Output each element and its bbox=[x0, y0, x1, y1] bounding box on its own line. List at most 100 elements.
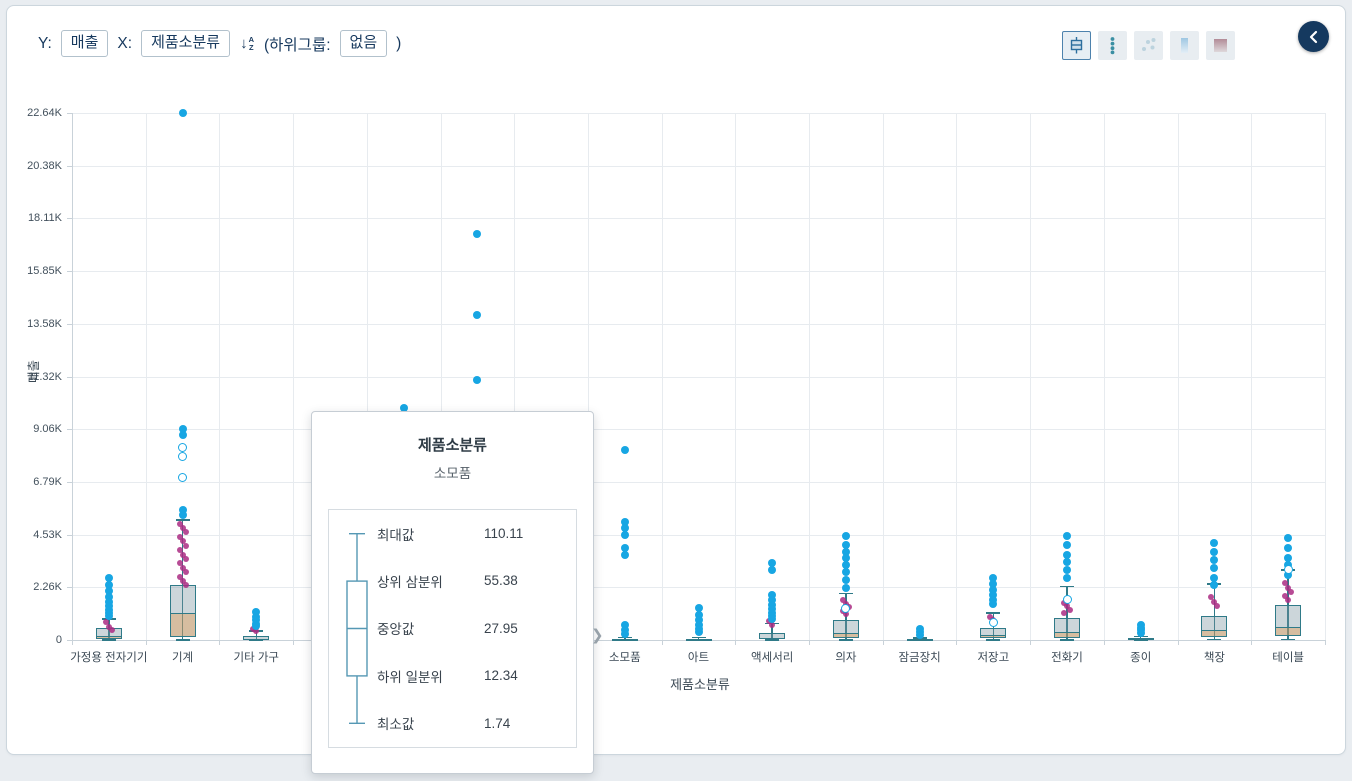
outlier-dot-hollow[interactable] bbox=[1062, 595, 1072, 605]
box-whisker[interactable] bbox=[255, 631, 257, 640]
outlier-dot[interactable] bbox=[620, 531, 629, 540]
charttype-scatter-button[interactable] bbox=[1134, 31, 1163, 60]
box-whisker[interactable] bbox=[697, 637, 700, 640]
outlier-dot-magenta[interactable] bbox=[102, 619, 109, 626]
outlier-dot[interactable] bbox=[178, 511, 187, 520]
outlier-dot[interactable] bbox=[104, 592, 113, 601]
box[interactable] bbox=[832, 620, 859, 638]
outlier-dot[interactable] bbox=[989, 595, 998, 604]
outlier-dot[interactable] bbox=[104, 587, 113, 596]
outlier-dot-magenta[interactable] bbox=[253, 627, 260, 634]
outlier-dot[interactable] bbox=[178, 109, 187, 117]
outlier-dot[interactable] bbox=[104, 597, 113, 606]
outlier-dot[interactable] bbox=[841, 575, 850, 584]
outlier-dot[interactable] bbox=[1284, 534, 1293, 543]
outlier-dot[interactable] bbox=[915, 631, 924, 640]
x-field-selector[interactable]: 제품소분류 bbox=[141, 30, 231, 57]
box[interactable] bbox=[685, 638, 712, 641]
outlier-dot-magenta[interactable] bbox=[176, 560, 183, 567]
outlier-dot[interactable] bbox=[694, 628, 703, 637]
outlier-dot-magenta[interactable] bbox=[1214, 602, 1221, 609]
outlier-dot[interactable] bbox=[1284, 554, 1293, 563]
outlier-dot[interactable] bbox=[399, 404, 408, 413]
outlier-dot-magenta[interactable] bbox=[1285, 584, 1292, 591]
outlier-dot[interactable] bbox=[178, 424, 187, 433]
outlier-dot[interactable] bbox=[1063, 565, 1072, 574]
outlier-dot[interactable] bbox=[768, 595, 777, 604]
outlier-dot[interactable] bbox=[989, 600, 998, 609]
box-whisker[interactable] bbox=[1213, 584, 1216, 640]
outlier-dot[interactable] bbox=[768, 591, 777, 600]
box[interactable] bbox=[611, 638, 638, 641]
outlier-dot[interactable] bbox=[1210, 538, 1219, 547]
outlier-dot[interactable] bbox=[620, 517, 629, 526]
outlier-dot[interactable] bbox=[620, 551, 629, 560]
outlier-dot[interactable] bbox=[252, 607, 261, 616]
outlier-dot[interactable] bbox=[1210, 548, 1219, 556]
outlier-dot[interactable] bbox=[252, 622, 261, 631]
outlier-dot[interactable] bbox=[1063, 551, 1072, 560]
charttype-boxplot-button[interactable] bbox=[1062, 31, 1091, 60]
outlier-dot-magenta[interactable] bbox=[842, 610, 849, 617]
outlier-dot-hollow[interactable] bbox=[841, 603, 851, 613]
outlier-dot[interactable] bbox=[1284, 544, 1293, 553]
outlier-dot[interactable] bbox=[841, 583, 850, 592]
outlier-dot[interactable] bbox=[104, 574, 113, 583]
outlier-dot[interactable] bbox=[768, 566, 777, 575]
outlier-dot[interactable] bbox=[694, 610, 703, 619]
outlier-dot[interactable] bbox=[473, 311, 482, 320]
box-whisker[interactable] bbox=[771, 623, 773, 640]
outlier-dot-magenta[interactable] bbox=[176, 547, 183, 554]
outlier-dot[interactable] bbox=[841, 531, 850, 540]
outlier-dot-hollow[interactable] bbox=[988, 617, 998, 627]
outlier-dot[interactable] bbox=[989, 580, 998, 589]
outlier-dot-hollow[interactable] bbox=[1283, 565, 1293, 575]
outlier-dot-magenta[interactable] bbox=[182, 555, 189, 562]
charttype-dot-column-button[interactable] bbox=[1098, 31, 1127, 60]
charttype-strip-button[interactable] bbox=[1170, 31, 1199, 60]
outlier-dot-magenta[interactable] bbox=[1211, 598, 1218, 605]
outlier-dot-magenta[interactable] bbox=[176, 533, 183, 540]
outlier-dot-magenta[interactable] bbox=[105, 623, 112, 630]
outlier-dot[interactable] bbox=[1063, 558, 1072, 567]
outlier-dot[interactable] bbox=[841, 548, 850, 556]
collapse-panel-button[interactable] bbox=[1298, 21, 1329, 52]
outlier-dot[interactable] bbox=[841, 568, 850, 577]
box[interactable] bbox=[759, 633, 786, 640]
box-whisker[interactable] bbox=[1066, 586, 1068, 640]
outlier-dot[interactable] bbox=[104, 612, 113, 621]
outlier-dot-magenta[interactable] bbox=[1067, 606, 1074, 613]
outlier-dot[interactable] bbox=[1210, 564, 1219, 573]
outlier-dot[interactable] bbox=[473, 229, 482, 238]
outlier-dot-magenta[interactable] bbox=[179, 538, 186, 545]
outlier-dot[interactable] bbox=[841, 541, 850, 550]
box-whisker[interactable] bbox=[624, 637, 626, 640]
subgroup-selector[interactable]: 없음 bbox=[339, 30, 388, 57]
outlier-dot[interactable] bbox=[104, 580, 113, 589]
outlier-dot-magenta[interactable] bbox=[176, 520, 183, 527]
outlier-dot[interactable] bbox=[768, 615, 777, 624]
outlier-dot-magenta[interactable] bbox=[987, 613, 994, 620]
outlier-dot-magenta[interactable] bbox=[182, 529, 189, 536]
outlier-dot[interactable] bbox=[694, 603, 703, 612]
box[interactable] bbox=[906, 639, 933, 642]
outlier-dot[interactable] bbox=[178, 431, 187, 440]
outlier-dot[interactable] bbox=[694, 615, 703, 624]
box[interactable] bbox=[1275, 605, 1302, 637]
outlier-dot[interactable] bbox=[1210, 574, 1219, 583]
outlier-dot-hollow[interactable] bbox=[178, 451, 188, 461]
outlier-dot-magenta[interactable] bbox=[1064, 603, 1071, 610]
outlier-dot-magenta[interactable] bbox=[179, 551, 186, 558]
outlier-dot-magenta[interactable] bbox=[179, 564, 186, 571]
outlier-dot-magenta[interactable] bbox=[108, 627, 115, 634]
sort-az-button[interactable]: ↓ A Z bbox=[239, 36, 255, 51]
outlier-dot-magenta[interactable] bbox=[1285, 596, 1292, 603]
outlier-dot[interactable] bbox=[620, 544, 629, 553]
outlier-dot[interactable] bbox=[1063, 541, 1072, 550]
outlier-dot[interactable] bbox=[989, 591, 998, 600]
outlier-dot[interactable] bbox=[620, 621, 629, 630]
box[interactable] bbox=[243, 636, 270, 640]
outlier-dot-magenta[interactable] bbox=[182, 582, 189, 589]
outlier-dot-magenta[interactable] bbox=[176, 573, 183, 580]
outlier-dot-magenta[interactable] bbox=[839, 596, 846, 603]
